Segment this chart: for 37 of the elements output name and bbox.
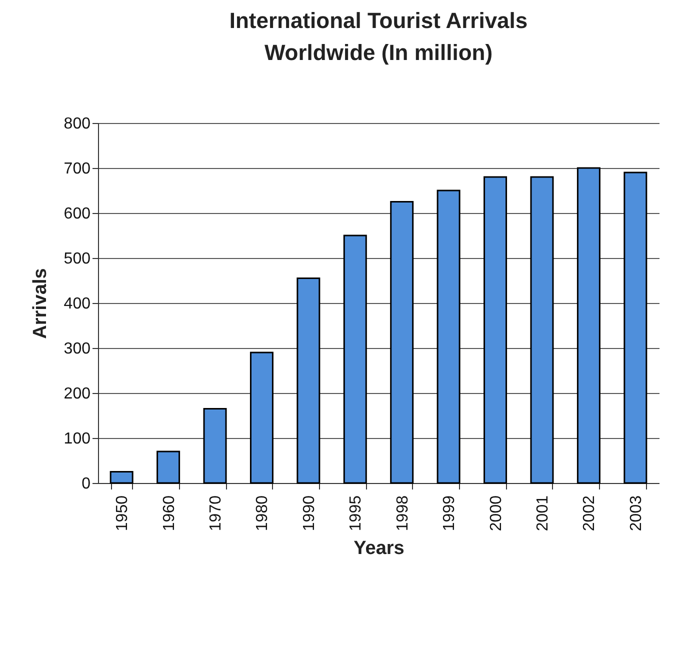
x-tick-label: 2001 <box>534 495 552 532</box>
bar <box>436 190 460 484</box>
y-tick-label: 500 <box>64 250 91 268</box>
y-tick-label: 400 <box>64 296 91 312</box>
y-tick-label: 700 <box>64 160 91 178</box>
bar <box>250 352 274 484</box>
x-tick-label: 1999 <box>441 495 458 532</box>
x-tick-label: 1970 <box>208 495 225 532</box>
bar <box>530 176 554 484</box>
bar <box>576 167 600 484</box>
bar <box>156 450 180 484</box>
bar <box>390 201 414 484</box>
bar <box>343 234 367 484</box>
text: Worldwide (In million) <box>264 40 493 65</box>
bar <box>203 408 227 484</box>
bar <box>110 471 134 484</box>
y-tick-label: 100 <box>64 430 91 448</box>
x-tick-label: 1950 <box>114 495 132 532</box>
x-tick-label: 1980 <box>254 495 272 532</box>
y-tick-label: 0 <box>82 476 91 492</box>
x-tick-label: 2000 <box>488 495 505 532</box>
bar <box>296 278 320 484</box>
x-axis-title: Years <box>354 538 404 560</box>
x-tick-label: 1990 <box>300 495 318 532</box>
y-tick-label: 800 <box>64 116 91 132</box>
y-tick-label: 600 <box>64 206 91 222</box>
bar <box>484 176 508 484</box>
x-tick-label: 1998 <box>394 495 412 532</box>
y-tick-label: 200 <box>64 386 91 402</box>
y-axis-title: Arrivals <box>30 268 51 339</box>
x-tick-label: 1960 <box>160 495 178 532</box>
x-tick-label: 1995 <box>348 495 365 532</box>
text: International Tourist Arrivals <box>229 8 528 33</box>
x-tick-label: 2003 <box>628 495 645 532</box>
y-tick-label: 300 <box>64 340 91 358</box>
bar <box>624 172 648 484</box>
x-tick-label: 2002 <box>581 495 598 532</box>
